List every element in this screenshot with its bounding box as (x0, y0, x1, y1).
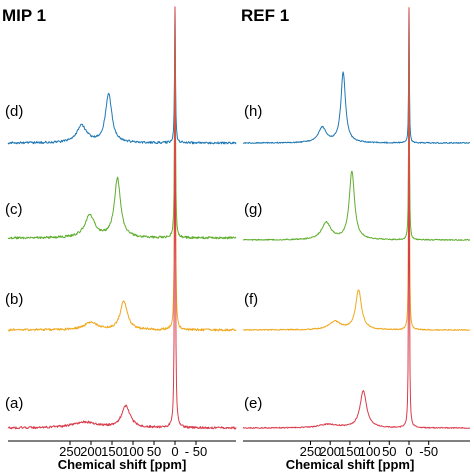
x-axis-label-mip1: Chemical shift [ppm] (58, 457, 187, 472)
trace-label-e: (e) (244, 395, 262, 412)
x-tick-label: 50 (147, 444, 161, 459)
trace-label-g: (g) (244, 201, 262, 218)
x-tick-label: 200 (80, 444, 102, 459)
x-axis-label-ref1: Chemical shift [ppm] (286, 457, 415, 472)
x-tick-label: 200 (319, 444, 341, 459)
x-tick-label: 0 (171, 444, 178, 459)
trace-g (242, 7, 471, 241)
trace-f (242, 6, 471, 331)
trace-label-d: (d) (5, 103, 23, 120)
traces-ref1 (242, 6, 471, 429)
x-tick-label: 250 (300, 444, 322, 459)
x-tick-label: 100 (122, 444, 144, 459)
panel-title-mip1: MIP 1 (2, 6, 46, 25)
trace-d (7, 6, 237, 145)
x-tick-label: 150 (101, 444, 123, 459)
trace-h (242, 7, 471, 144)
trace-c (7, 8, 237, 240)
trace-label-a: (a) (5, 395, 23, 412)
trace-a (7, 6, 237, 430)
trace-label-h: (h) (244, 103, 262, 120)
x-ticks-mip1: 250 200 150 100 50 0 - 50 (59, 441, 207, 459)
trace-e (242, 7, 471, 429)
panel-mip1: MIP 1 (d) (c) (b) (a) 250 200 150 100 50 0 - 5… (2, 6, 237, 472)
x-tick-label: 0 (405, 444, 412, 459)
x-tick-label: 100 (359, 444, 381, 459)
x-tick-label: - 50 (185, 444, 207, 459)
traces-mip1 (7, 6, 237, 430)
trace-label-f: (f) (244, 291, 258, 308)
trace-b (7, 7, 237, 332)
panel-title-ref1: REF 1 (241, 6, 289, 25)
trace-label-b: (b) (5, 291, 23, 308)
x-tick-label: 250 (59, 444, 81, 459)
x-tick-label: 50 (382, 444, 396, 459)
trace-label-c: (c) (5, 201, 23, 218)
x-tick-label: -50 (419, 444, 438, 459)
x-tick-label: 150 (339, 444, 361, 459)
